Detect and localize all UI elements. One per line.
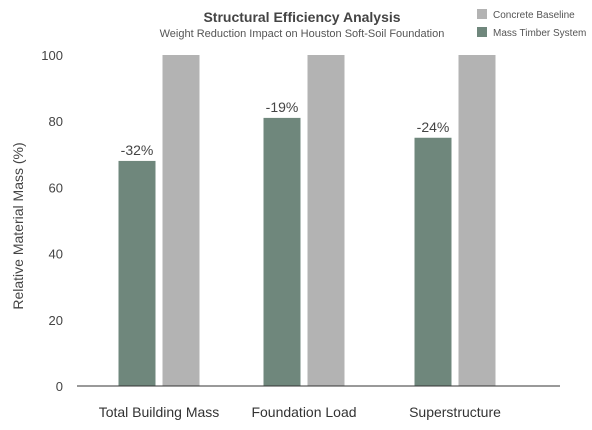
legend-swatch-concrete	[477, 9, 487, 19]
y-tick-label: 40	[49, 247, 63, 262]
y-tick-label: 100	[41, 48, 63, 63]
y-tick-label: 60	[49, 180, 63, 195]
y-tick-label: 80	[49, 114, 63, 129]
bar-concrete-baseline	[307, 55, 345, 386]
chart-title: Structural Efficiency Analysis	[203, 9, 400, 25]
y-tick-label: 0	[56, 379, 63, 394]
category-labels: Total Building Mass Foundation Load Supers…	[99, 404, 501, 420]
y-axis-title: Relative Material Mass (%)	[10, 142, 26, 309]
bar-mass-timber	[118, 160, 156, 386]
chart-subtitle: Weight Reduction Impact on Houston Soft-…	[160, 28, 445, 40]
category-label: Total Building Mass	[99, 404, 220, 420]
y-tick-label: 20	[49, 313, 63, 328]
y-axis-ticks: 0 20 40 60 80 100	[41, 48, 63, 394]
data-label: -32%	[121, 142, 154, 158]
data-label: -24%	[417, 119, 450, 135]
bar-concrete-baseline	[458, 55, 496, 386]
legend-swatch-mass-timber	[477, 27, 487, 37]
bar-concrete-baseline	[162, 55, 200, 386]
bar-mass-timber	[414, 137, 452, 386]
legend: Concrete Baseline Mass Timber System	[477, 9, 586, 39]
legend-label-mass-timber: Mass Timber System	[493, 28, 586, 39]
category-label: Superstructure	[409, 404, 501, 420]
legend-label-concrete: Concrete Baseline	[493, 10, 575, 21]
data-labels: -32% -19% -24%	[121, 99, 450, 158]
bars	[118, 55, 496, 386]
bar-mass-timber	[263, 117, 301, 386]
data-label: -19%	[266, 99, 299, 115]
category-label: Foundation Load	[251, 404, 356, 420]
